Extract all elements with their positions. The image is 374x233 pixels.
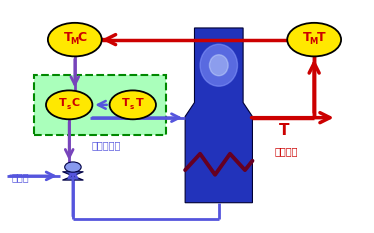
Text: T: T [64,31,73,44]
Text: T: T [303,31,312,44]
Circle shape [110,90,156,119]
Text: C: C [72,98,80,108]
Circle shape [48,23,102,56]
Text: T: T [279,123,289,138]
Ellipse shape [209,55,228,76]
Circle shape [46,90,92,119]
Text: s: s [66,104,71,110]
Text: T: T [316,31,325,44]
Text: 燃料油: 燃料油 [12,172,30,182]
FancyBboxPatch shape [34,75,166,135]
Text: 出口溫度: 出口溫度 [275,147,298,156]
Text: s: s [130,104,134,110]
Text: M: M [70,37,78,46]
Text: T: T [59,98,66,108]
Text: T: T [136,98,143,108]
Ellipse shape [200,44,237,86]
Text: C: C [77,31,86,44]
Circle shape [287,23,341,56]
Polygon shape [185,28,252,203]
Polygon shape [62,172,83,180]
Circle shape [65,162,81,172]
Text: M: M [309,37,318,46]
Text: 被加熱原料: 被加熱原料 [92,141,121,151]
Text: T: T [122,98,130,108]
